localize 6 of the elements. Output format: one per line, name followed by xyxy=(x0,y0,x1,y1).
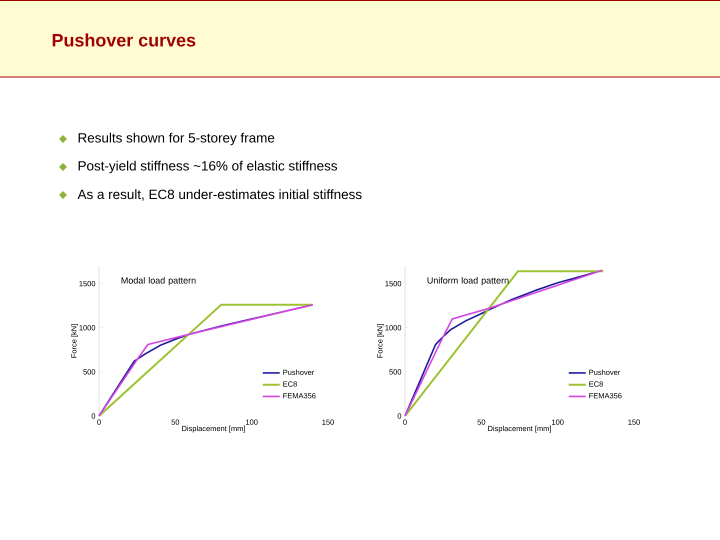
text: Uniform load pattern xyxy=(428,277,508,286)
text: Post-yield stiffness ~16% of elastic stiffness xyxy=(78,160,338,174)
text: Results shown for 5-storey frame xyxy=(78,132,274,146)
text: Pushover curves xyxy=(52,33,196,47)
text: Modal load pattern xyxy=(122,277,196,286)
text: As a result, EC8 under-estimates initial stiffness xyxy=(78,189,362,201)
